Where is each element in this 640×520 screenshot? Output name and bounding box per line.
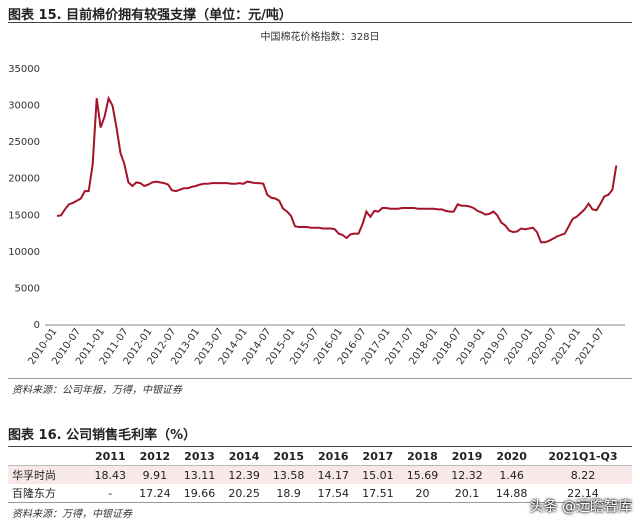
y-tick-label: 30000: [8, 101, 40, 112]
row-label: 华孚时尚: [8, 465, 88, 484]
column-header: 2018: [400, 446, 445, 466]
table-row: 华孚时尚 18.43 9.91 13.11 12.39 13.58 14.17 15.01 15…: [8, 465, 632, 484]
y-tick-label: 10000: [8, 247, 40, 258]
cell: 19.66: [183, 486, 216, 500]
cell: 14.17: [310, 465, 356, 484]
column-header: 2012: [132, 446, 178, 466]
rule: [8, 378, 632, 379]
row-label: 百隆东方: [12, 487, 56, 500]
column-header: 2014: [221, 446, 267, 466]
cell: 17.51: [362, 486, 394, 500]
y-tick-label: 35000: [8, 64, 40, 75]
cell: 1.46: [489, 465, 534, 484]
column-header: 2021Q1-Q3: [533, 446, 632, 466]
table-title: 图表 16. 公司销售毛利率（%）: [8, 428, 197, 443]
watermark: 头条 @远瞻智库: [529, 499, 632, 515]
line: [56, 95, 618, 244]
column-header: 2020: [489, 446, 534, 466]
cell: 22.14: [567, 486, 599, 500]
y-tick-label: 20000: [8, 174, 40, 185]
column-header: 2016: [310, 446, 356, 466]
cell: 14.88: [495, 486, 528, 500]
column-header: 2013: [177, 446, 222, 466]
cell: 13.11: [177, 465, 222, 484]
cell: 17.54: [317, 486, 350, 500]
y-tick-label: 15000: [8, 210, 40, 221]
rule: [8, 502, 632, 503]
cell: 9.91: [132, 465, 178, 484]
table: 2011 2012 2013 2014 2015 2016 2017 2018 2019 2020…: [8, 446, 632, 502]
corner: [8, 446, 88, 466]
y-tick-label: 5000: [15, 283, 40, 294]
cell: 13.58: [266, 465, 311, 484]
cell: 20: [415, 486, 430, 500]
cell: 15.69: [400, 465, 445, 484]
chart-title: 中国棉花价格指数：328日: [260, 30, 379, 43]
cell: 12.39: [221, 465, 267, 484]
cell: 20.1: [454, 486, 480, 500]
column-header: 2015: [266, 446, 311, 466]
cell: 15.01: [355, 465, 401, 484]
source: 资料来源：公司年报，万得，中银证券: [12, 385, 182, 396]
figure-title: 图表 15. 目前棉价拥有较强支撑（单位：元/吨）: [8, 8, 292, 23]
cell: 18.9: [276, 486, 301, 500]
column-header: 2017: [355, 446, 401, 466]
column-header: 2011: [88, 446, 133, 466]
cell: 17.24: [139, 486, 171, 500]
chart: 中国棉花价格指数：328日 0 5000 10000 15000 20000 25000 3…: [8, 30, 625, 367]
cell: 20.25: [228, 486, 260, 500]
column-header: 2019: [444, 446, 490, 466]
source: 资料来源：万得，中银证券: [12, 509, 132, 520]
cell: 12.32: [444, 465, 490, 484]
y-tick-label: 25000: [8, 137, 40, 148]
y-tick-label: 0: [34, 320, 40, 331]
table-row: 百隆东方 - 17.24 19.66 20.25 18.9 17.54 17.51 20 20.1…: [8, 484, 632, 502]
cell: 18.43: [88, 465, 133, 484]
rule: [8, 22, 632, 23]
cell: 8.22: [533, 465, 632, 484]
cell: -: [108, 486, 113, 500]
